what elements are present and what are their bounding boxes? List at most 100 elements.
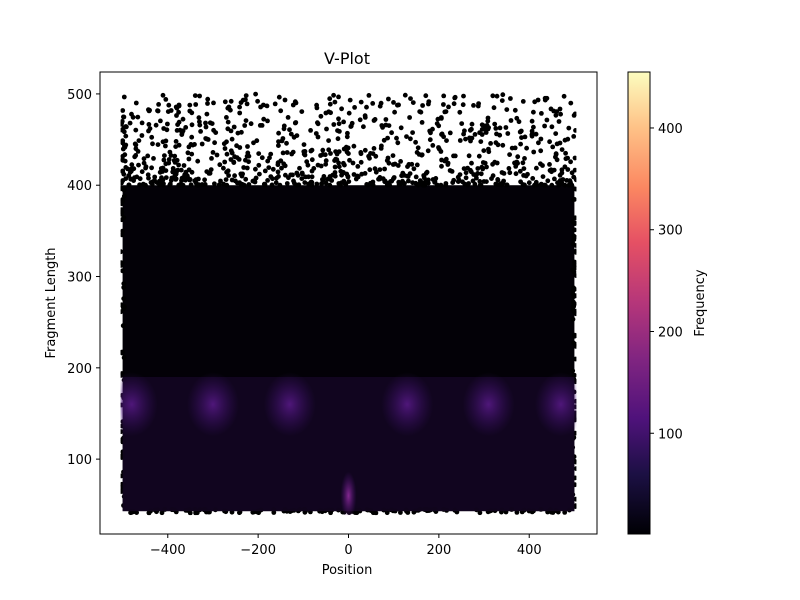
fragment-point <box>232 173 238 179</box>
fragment-point <box>371 146 377 151</box>
y-tick-label: 500 <box>67 88 92 103</box>
fragment-point <box>347 157 352 163</box>
fragment-point <box>405 174 411 179</box>
fragment-point <box>538 148 544 154</box>
fragment-point <box>250 178 256 184</box>
fragment-point <box>572 155 577 161</box>
fragment-point <box>421 173 427 178</box>
fragment-point <box>573 344 577 349</box>
fragment-point <box>337 129 342 134</box>
fragment-point <box>188 142 194 147</box>
fragment-point <box>237 110 243 116</box>
colorbar: 100 200 300 400 Frequency <box>627 71 708 535</box>
fragment-point <box>229 136 235 142</box>
fragment-point <box>395 163 401 168</box>
fragment-point <box>344 134 350 140</box>
fragment-point <box>386 123 392 128</box>
fragment-point <box>278 108 284 114</box>
fragment-point <box>222 99 228 105</box>
fragment-point <box>256 162 262 168</box>
fragment-point <box>253 166 258 172</box>
fragment-point <box>139 169 145 175</box>
fragment-point <box>243 176 249 182</box>
fragment-point <box>176 109 182 115</box>
fragment-point <box>166 157 172 162</box>
fragment-point <box>155 108 160 114</box>
fragment-point <box>563 150 568 156</box>
fragment-point <box>573 243 577 248</box>
fragment-point <box>189 151 195 157</box>
fragment-point <box>522 156 527 161</box>
fragment-point <box>308 148 314 154</box>
fragment-point <box>512 107 518 113</box>
fragment-point <box>120 180 124 186</box>
fragment-point <box>521 166 527 172</box>
fragment-point <box>276 94 282 100</box>
fragment-point <box>121 215 127 221</box>
fragment-point <box>268 174 274 180</box>
fragment-point <box>396 182 402 187</box>
fragment-point <box>495 177 501 183</box>
fragment-point <box>493 125 499 131</box>
fragment-point <box>557 106 563 112</box>
fragment-point <box>468 167 473 173</box>
fragment-point <box>221 165 226 171</box>
fragment-point <box>385 155 391 161</box>
fragment-point <box>414 150 420 155</box>
y-axis-label: Fragment Length <box>44 247 59 358</box>
fragment-point <box>460 179 465 185</box>
fragment-point <box>486 149 492 155</box>
fragment-point <box>322 152 328 158</box>
fragment-point <box>282 97 288 103</box>
fragment-point <box>423 93 429 99</box>
fragment-point <box>176 142 182 148</box>
fragment-point <box>158 166 164 171</box>
fragment-point <box>457 109 463 115</box>
fragment-point <box>562 137 568 143</box>
x-tick-label: 0 <box>344 543 352 558</box>
fragment-point <box>335 136 341 142</box>
fragment-point <box>275 162 281 168</box>
fragment-point <box>441 93 447 99</box>
fragment-point <box>292 120 298 126</box>
fragment-point <box>404 134 409 140</box>
fragment-point <box>274 175 279 181</box>
y-tick-label: 400 <box>67 179 92 194</box>
fragment-point <box>216 182 222 188</box>
fragment-point <box>141 156 147 162</box>
fragment-point <box>490 93 496 99</box>
fragment-point <box>320 177 325 182</box>
fragment-point <box>166 102 172 108</box>
fragment-point <box>479 164 485 170</box>
fragment-point <box>149 165 155 171</box>
fragment-point <box>557 172 563 178</box>
fragment-point <box>441 102 446 107</box>
fragment-point <box>318 153 323 158</box>
fragment-point <box>130 114 136 120</box>
fragment-point <box>157 169 163 175</box>
fragment-point <box>241 182 247 188</box>
nucleosome-band-blob <box>186 372 239 437</box>
fragment-point <box>320 147 326 153</box>
fragment-point <box>273 180 279 186</box>
fragment-point <box>327 96 333 102</box>
fragment-point <box>500 142 506 148</box>
fragment-point <box>175 122 181 127</box>
fragment-point <box>540 163 545 168</box>
fragment-point <box>572 262 577 268</box>
fragment-point <box>550 144 556 150</box>
fragment-point <box>305 162 311 168</box>
fragment-point <box>494 131 499 137</box>
fragment-point <box>237 104 243 110</box>
fragment-point <box>400 170 406 176</box>
fragment-point <box>261 102 266 108</box>
fragment-point <box>323 161 329 167</box>
fragment-point <box>128 176 134 182</box>
fragment-point <box>413 139 418 145</box>
fragment-point <box>181 163 187 168</box>
fragment-point <box>505 131 511 136</box>
fragment-point <box>484 164 489 170</box>
fragment-point <box>162 153 167 159</box>
fragment-point <box>544 117 550 123</box>
fragment-point <box>467 135 472 141</box>
